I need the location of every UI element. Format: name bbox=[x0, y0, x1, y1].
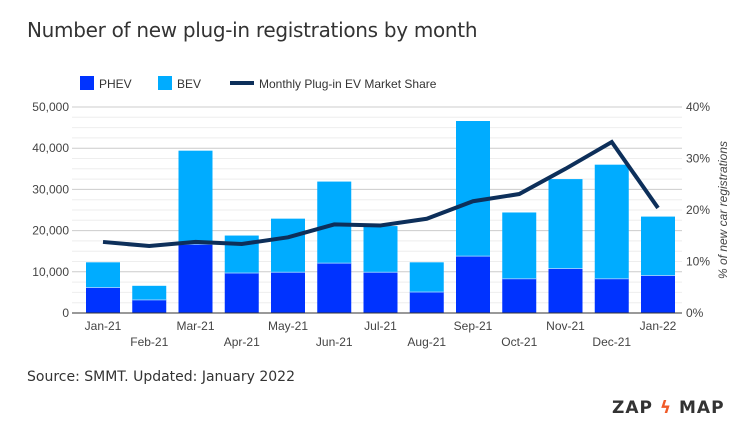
bar-phev bbox=[409, 291, 444, 313]
legend-swatch-bev bbox=[158, 76, 172, 90]
x-tick-label: Nov-21 bbox=[546, 319, 585, 333]
bar-phev bbox=[363, 272, 398, 313]
y-tick-label: 20,000 bbox=[32, 224, 69, 238]
chart-title: Number of new plug-in registrations by m… bbox=[27, 18, 478, 42]
bar-phev bbox=[271, 272, 305, 313]
x-tick-label: Apr-21 bbox=[224, 335, 260, 349]
y2-tick-label: 30% bbox=[686, 152, 710, 166]
source-note: Source: SMMT. Updated: January 2022 bbox=[27, 369, 295, 385]
bar-bev bbox=[594, 164, 629, 279]
bar-phev bbox=[132, 299, 167, 313]
bar-phev bbox=[502, 278, 537, 313]
bar-phev bbox=[456, 256, 490, 313]
bar-phev bbox=[548, 268, 583, 313]
legend-label-bev: BEV bbox=[177, 77, 201, 91]
zapmap-logo: ZAP ϟ MAP bbox=[612, 398, 725, 418]
x-tick-label: Sep-21 bbox=[454, 319, 493, 333]
x-tick-label: Jan-22 bbox=[640, 319, 677, 333]
bar-bev bbox=[317, 181, 352, 264]
bar-phev bbox=[641, 275, 675, 313]
x-tick-label: Jul-21 bbox=[364, 319, 397, 333]
bar-bev bbox=[456, 121, 490, 257]
logo-right: MAP bbox=[679, 398, 725, 418]
legend-label-phev: PHEV bbox=[99, 77, 132, 91]
x-tick-label: Feb-21 bbox=[130, 335, 168, 349]
y-tick-label: 0 bbox=[62, 306, 69, 320]
y-tick-label: 40,000 bbox=[32, 141, 69, 155]
y2-tick-label: 10% bbox=[686, 255, 710, 269]
x-tick-label: Dec-21 bbox=[592, 335, 631, 349]
market-share-line bbox=[102, 139, 660, 249]
bar-phev bbox=[317, 263, 352, 313]
bar-bev bbox=[271, 218, 305, 273]
bar-phev bbox=[178, 244, 213, 313]
bar-bev bbox=[502, 212, 537, 279]
x-tick-label: Jan-21 bbox=[85, 319, 122, 333]
x-tick-label: Oct-21 bbox=[501, 335, 537, 349]
y-tick-label: 10,000 bbox=[32, 265, 69, 279]
legend-swatch-phev bbox=[80, 76, 94, 90]
logo-left: ZAP bbox=[612, 398, 653, 418]
bar-bev bbox=[86, 262, 120, 288]
bar-bev bbox=[548, 179, 583, 269]
legend-label-line: Monthly Plug-in EV Market Share bbox=[259, 77, 437, 91]
bolt-pin-icon: ϟ bbox=[659, 398, 673, 418]
x-tick-label: May-21 bbox=[268, 319, 308, 333]
bar-bev bbox=[178, 150, 213, 245]
y2-tick-label: 20% bbox=[686, 203, 710, 217]
bar-bev bbox=[409, 262, 444, 292]
bar-bev bbox=[132, 285, 167, 300]
bar-bev bbox=[641, 216, 675, 276]
bar-phev bbox=[86, 287, 120, 313]
bar-bev bbox=[363, 226, 398, 273]
y-tick-label: 50,000 bbox=[32, 100, 69, 114]
y-tick-label: 30,000 bbox=[32, 182, 69, 196]
y2-tick-label: 40% bbox=[686, 100, 710, 114]
x-tick-label: Jun-21 bbox=[316, 335, 353, 349]
bar-phev bbox=[594, 278, 629, 313]
y2-tick-label: 0% bbox=[686, 306, 704, 320]
y2-axis-label: % of new car registrations bbox=[716, 141, 730, 279]
x-tick-label: Aug-21 bbox=[407, 335, 446, 349]
x-tick-label: Mar-21 bbox=[176, 319, 214, 333]
bar-phev bbox=[224, 273, 259, 313]
